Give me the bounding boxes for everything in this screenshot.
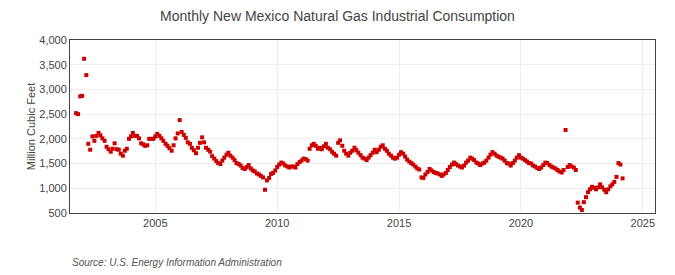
svg-text:4,000: 4,000: [39, 34, 67, 46]
svg-text:3,500: 3,500: [39, 59, 67, 71]
svg-text:2005: 2005: [143, 217, 167, 229]
svg-text:1,500: 1,500: [39, 157, 67, 169]
svg-text:2025: 2025: [631, 217, 655, 229]
svg-text:Monthly New Mexico Natural Gas: Monthly New Mexico Natural Gas Industria…: [160, 8, 515, 24]
svg-text:2,000: 2,000: [39, 133, 67, 145]
svg-text:2,500: 2,500: [39, 108, 67, 120]
svg-text:Source: U.S. Energy Informatio: Source: U.S. Energy Information Administ…: [72, 257, 282, 268]
svg-text:1,000: 1,000: [39, 182, 67, 194]
svg-text:2020: 2020: [509, 217, 533, 229]
svg-text:2010: 2010: [265, 217, 289, 229]
svg-text:3,000: 3,000: [39, 83, 67, 95]
svg-text:Million Cubic Feet: Million Cubic Feet: [25, 83, 37, 170]
svg-text:2015: 2015: [387, 217, 411, 229]
svg-text:500: 500: [48, 207, 66, 219]
